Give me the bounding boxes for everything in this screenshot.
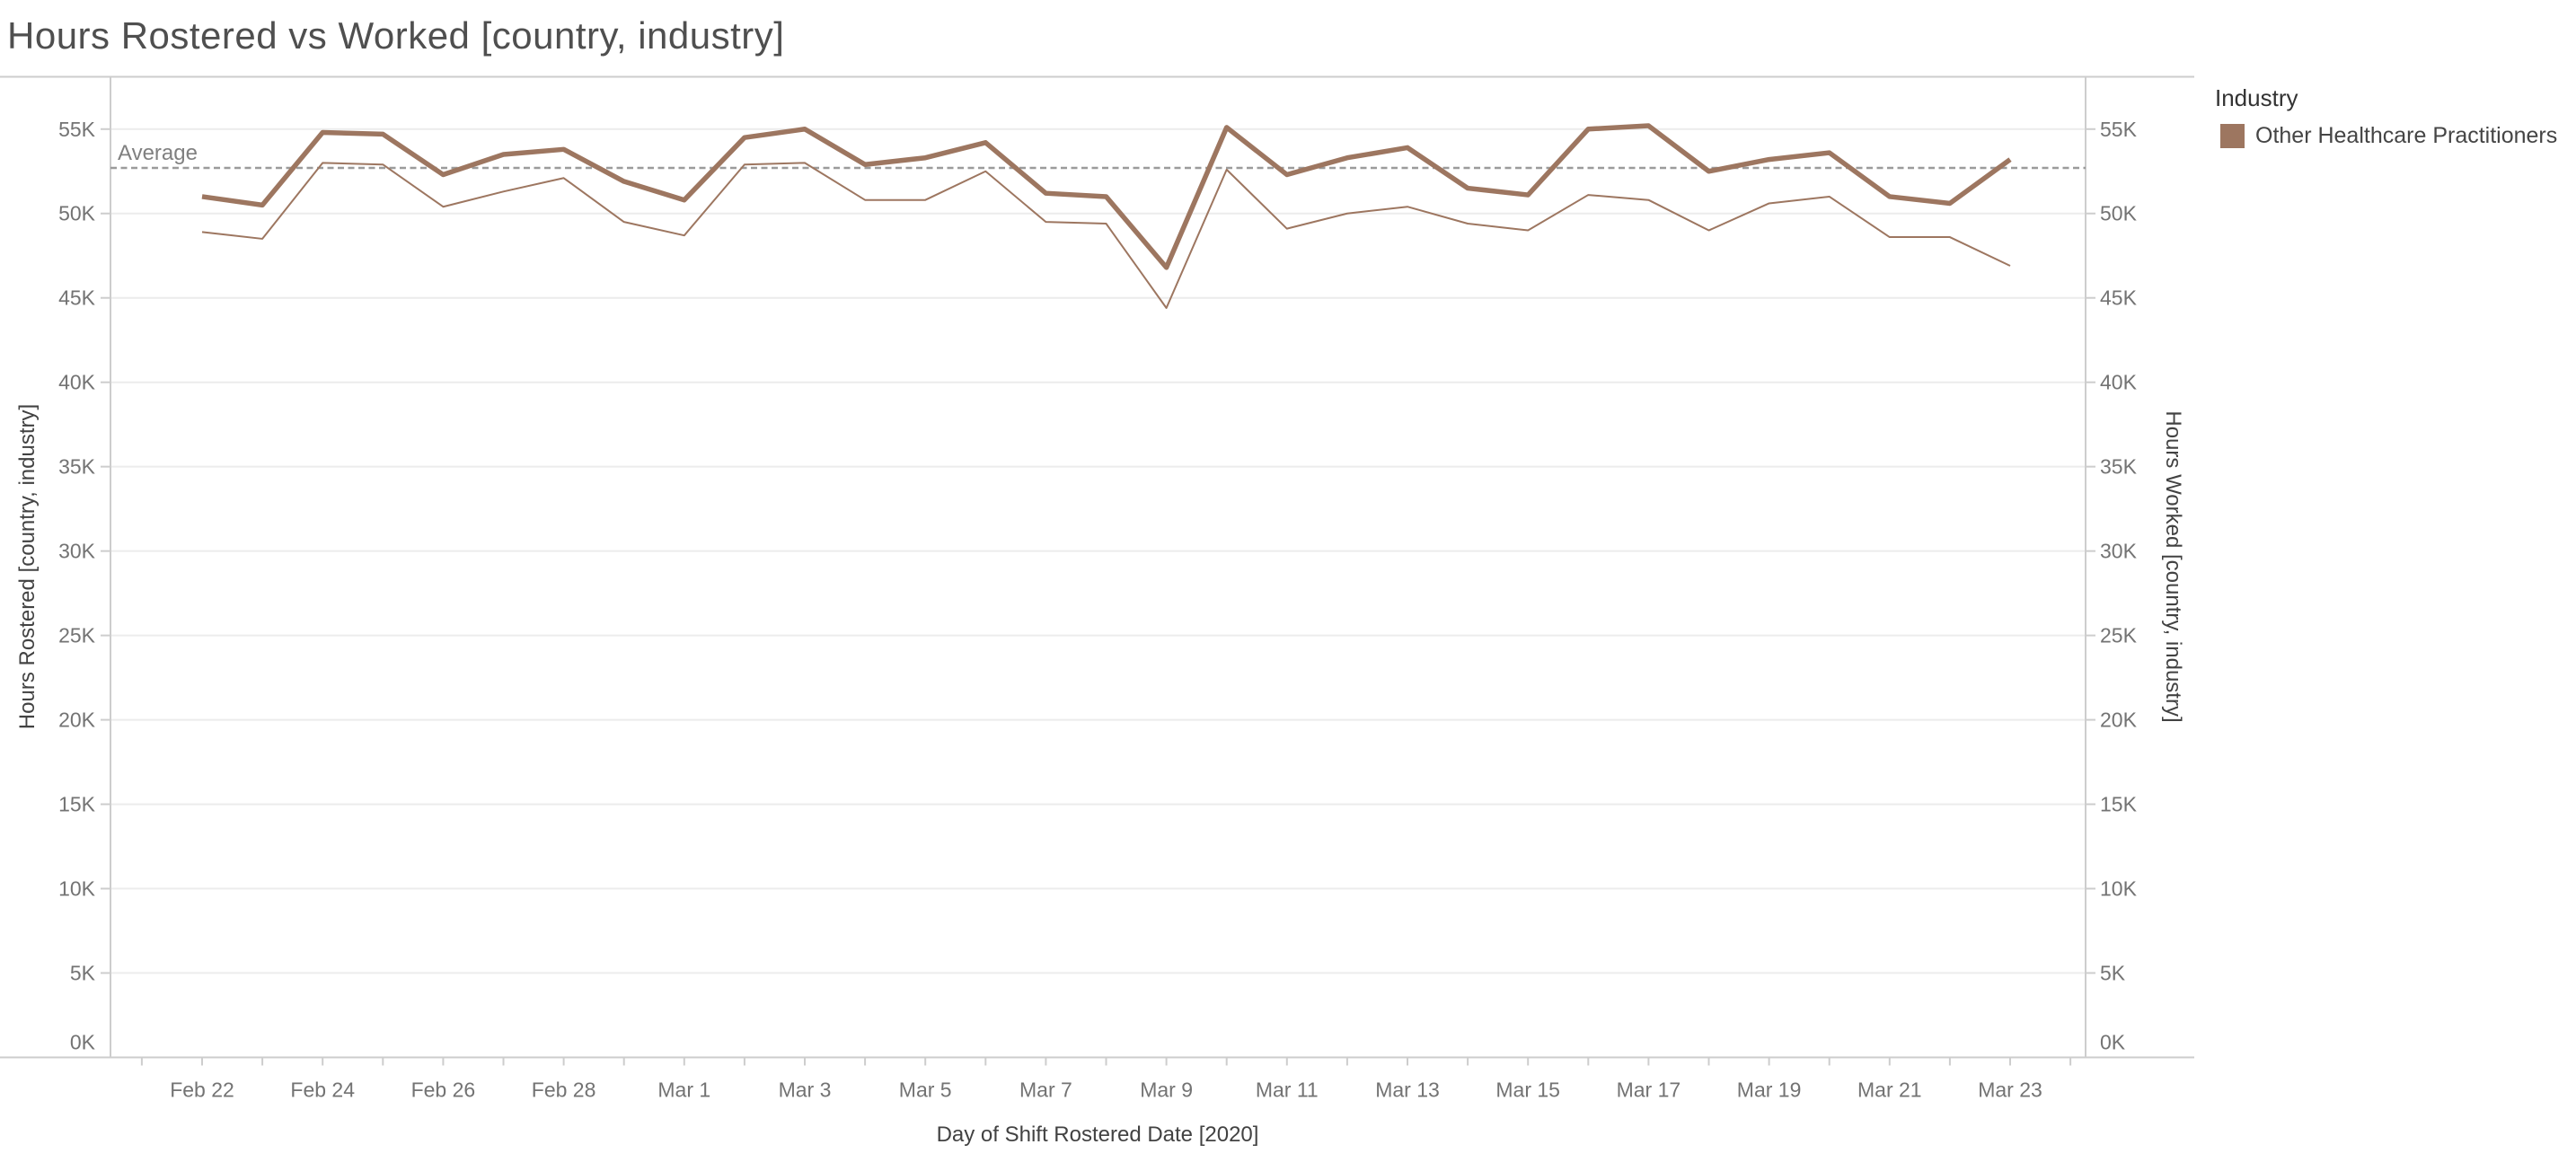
x-axis-label: Mar 21 xyxy=(1857,1078,1922,1102)
series-line-rostered[interactable] xyxy=(201,123,2012,270)
y-axis-label-right: 45K xyxy=(2100,286,2138,310)
x-axis-title: Day of Shift Rostered Date [2020] xyxy=(936,1122,1259,1147)
x-axis-label: Mar 11 xyxy=(1256,1078,1319,1102)
legend: Industry Other Healthcare Practitioners xyxy=(2215,84,2576,149)
x-axis-label: Mar 7 xyxy=(1019,1078,1072,1102)
y-axis-label-left: 0K xyxy=(70,1031,96,1054)
right-axis-title: Hours Worked [country, industry] xyxy=(2161,410,2185,723)
x-axis-label: Mar 1 xyxy=(657,1078,710,1102)
y-axis-label-left: 10K xyxy=(58,877,96,901)
legend-title: Industry xyxy=(2215,84,2298,111)
y-axis-label-left: 50K xyxy=(58,202,96,225)
x-axis-label: Mar 15 xyxy=(1495,1078,1560,1102)
x-axis-label: Mar 13 xyxy=(1375,1078,1440,1102)
y-axis-label-right: 35K xyxy=(2100,455,2138,479)
y-axis-label-right: 0K xyxy=(2100,1031,2126,1054)
x-axis-label: Feb 28 xyxy=(532,1078,596,1102)
y-axis-label-right: 40K xyxy=(2100,371,2138,394)
x-axis-label: Mar 5 xyxy=(899,1078,952,1102)
y-axis-label-left: 5K xyxy=(70,962,96,985)
y-axis-label-left: 55K xyxy=(58,118,96,141)
y-axis-label-right: 50K xyxy=(2100,202,2138,225)
y-axis-label-right: 25K xyxy=(2100,624,2138,647)
y-axis-label-right: 10K xyxy=(2100,877,2138,901)
y-axis-label-right: 30K xyxy=(2100,540,2138,563)
x-axis-label: Mar 19 xyxy=(1737,1078,1802,1102)
y-axis-label-left: 15K xyxy=(58,793,96,816)
x-axis-label: Feb 26 xyxy=(411,1078,476,1102)
legend-item[interactable]: Other Healthcare Practitioners xyxy=(2215,123,2576,149)
y-axis-label-right: 15K xyxy=(2100,793,2138,816)
y-axis-label-right: 20K xyxy=(2100,709,2138,732)
y-axis-label-right: 5K xyxy=(2100,962,2126,985)
x-axis-label: Feb 22 xyxy=(170,1078,234,1102)
x-axis-label: Mar 3 xyxy=(779,1078,832,1102)
x-axis-label: Mar 9 xyxy=(1140,1078,1193,1102)
left-axis-title: Hours Rostered [country, industry] xyxy=(15,403,40,730)
chart-title: Hours Rostered vs Worked [country, indus… xyxy=(7,14,785,57)
x-axis-label: Mar 23 xyxy=(1978,1078,2042,1102)
legend-swatch-icon xyxy=(2220,124,2245,148)
x-axis-label: Feb 24 xyxy=(290,1078,355,1102)
y-axis-label-left: 20K xyxy=(58,709,96,732)
y-axis-label-left: 40K xyxy=(58,371,96,394)
y-axis-label-left: 30K xyxy=(58,540,96,563)
y-axis-label-right: 55K xyxy=(2100,118,2138,141)
y-axis-label-left: 25K xyxy=(58,624,96,647)
x-axis-label: Mar 17 xyxy=(1617,1078,1681,1102)
y-axis-label-left: 45K xyxy=(58,286,96,310)
average-reference-label: Average xyxy=(118,141,198,165)
series-line-worked[interactable] xyxy=(201,162,2011,309)
y-axis-label-left: 35K xyxy=(58,455,96,479)
legend-item-label: Other Healthcare Practitioners xyxy=(2255,123,2558,148)
